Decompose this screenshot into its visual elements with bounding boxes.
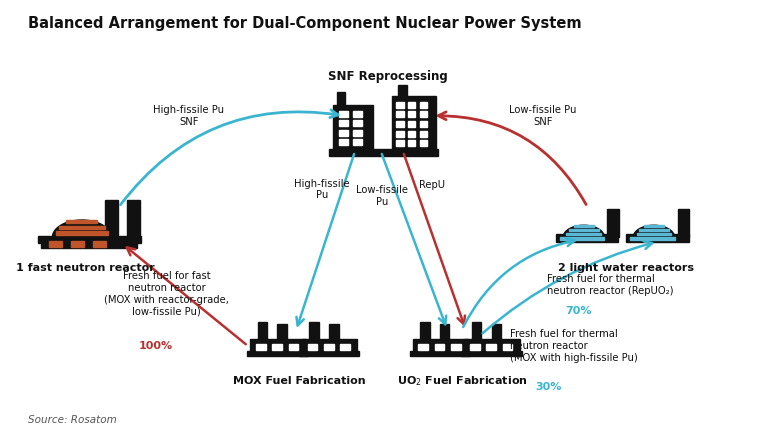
Bar — [440, 324, 449, 341]
Bar — [258, 322, 267, 341]
Bar — [502, 344, 512, 350]
Bar — [408, 102, 416, 108]
Text: Fresh fuel for thermal
neutron reactor
(MOX with high-fissile Pu): Fresh fuel for thermal neutron reactor (… — [510, 330, 638, 363]
Bar — [492, 324, 501, 341]
Bar — [339, 139, 347, 145]
Bar — [408, 140, 416, 146]
Bar — [638, 229, 669, 231]
Bar — [353, 120, 363, 126]
Text: Low-fissile
Pu: Low-fissile Pu — [356, 185, 408, 207]
Text: MOX Fuel Fabrication: MOX Fuel Fabrication — [233, 376, 366, 386]
Bar — [677, 209, 689, 237]
Bar — [464, 340, 520, 352]
Bar — [392, 96, 436, 150]
Text: 30%: 30% — [536, 382, 562, 392]
Bar — [339, 130, 347, 136]
Bar — [461, 351, 522, 356]
Bar — [630, 237, 675, 240]
Text: Balanced Arrangement for Dual-Component Nuclear Power System: Balanced Arrangement for Dual-Component … — [28, 16, 581, 31]
Bar — [353, 139, 363, 145]
Bar — [470, 344, 480, 350]
Text: Low-fissile Pu
SNF: Low-fissile Pu SNF — [509, 105, 577, 127]
Bar — [568, 229, 599, 231]
Bar — [41, 239, 138, 248]
Bar — [56, 231, 108, 235]
Text: UO$_2$ Fuel Fabrication: UO$_2$ Fuel Fabrication — [397, 374, 527, 388]
Polygon shape — [52, 220, 112, 237]
Bar — [410, 351, 470, 356]
Bar — [250, 340, 306, 352]
Bar — [247, 351, 308, 356]
Bar — [340, 344, 350, 350]
Bar — [397, 85, 407, 96]
Bar — [451, 344, 461, 350]
Bar — [256, 344, 266, 350]
Text: RepU: RepU — [420, 180, 445, 190]
Bar — [396, 102, 404, 108]
Text: SNF Reprocessing: SNF Reprocessing — [328, 70, 448, 83]
Text: High-fissile
Pu: High-fissile Pu — [294, 179, 350, 200]
Bar — [337, 92, 345, 105]
Bar — [396, 121, 404, 127]
Bar — [93, 241, 106, 247]
Bar — [299, 351, 359, 356]
Bar — [66, 220, 97, 224]
Bar — [329, 149, 439, 156]
Bar — [272, 344, 282, 350]
Bar — [420, 111, 427, 117]
Text: Fresh fuel for thermal
neutron reactor (RepUO₂): Fresh fuel for thermal neutron reactor (… — [547, 275, 673, 296]
Bar — [637, 233, 671, 235]
Bar — [277, 324, 287, 341]
Text: 1 fast neutron reactor: 1 fast neutron reactor — [16, 263, 155, 273]
Text: High-fissile Pu
SNF: High-fissile Pu SNF — [154, 105, 224, 127]
Bar — [353, 110, 363, 117]
Bar — [420, 322, 429, 341]
Bar — [396, 111, 404, 117]
Bar — [420, 121, 427, 127]
Bar — [71, 241, 84, 247]
Bar — [37, 236, 141, 242]
Bar — [566, 233, 601, 235]
Bar — [105, 201, 118, 237]
Bar — [413, 340, 468, 352]
Bar — [420, 140, 427, 146]
Bar — [353, 130, 363, 136]
Bar — [339, 120, 347, 126]
Bar — [333, 105, 373, 150]
Bar — [396, 131, 404, 136]
Bar — [302, 340, 357, 352]
Bar — [49, 241, 62, 247]
Bar — [339, 110, 347, 117]
Bar — [408, 121, 416, 127]
Bar — [396, 140, 404, 146]
Bar — [308, 344, 318, 350]
Bar — [419, 344, 428, 350]
Bar — [472, 322, 481, 341]
Bar — [625, 234, 689, 242]
Bar — [574, 225, 594, 227]
Bar — [560, 237, 604, 240]
Bar — [408, 111, 416, 117]
Bar — [408, 131, 416, 136]
Bar — [289, 344, 298, 350]
Text: Source: Rosatom: Source: Rosatom — [28, 415, 117, 425]
Bar — [127, 201, 140, 237]
Bar — [420, 131, 427, 136]
Bar — [420, 102, 427, 108]
Text: Fresh fuel for fast
neutron reactor
(MOX with reactor-grade,
low-fissile Pu): Fresh fuel for fast neutron reactor (MOX… — [104, 271, 230, 316]
Bar — [59, 226, 105, 229]
Bar — [309, 322, 318, 341]
Polygon shape — [563, 225, 604, 237]
Bar — [486, 344, 496, 350]
Bar — [607, 209, 619, 237]
Bar — [556, 234, 619, 242]
Text: 2 light water reactors: 2 light water reactors — [558, 263, 694, 273]
Text: 70%: 70% — [565, 306, 592, 316]
Text: 100%: 100% — [138, 341, 173, 351]
Bar — [324, 344, 334, 350]
Bar — [329, 324, 339, 341]
Bar — [435, 344, 445, 350]
Polygon shape — [633, 225, 675, 237]
Bar — [644, 225, 664, 227]
